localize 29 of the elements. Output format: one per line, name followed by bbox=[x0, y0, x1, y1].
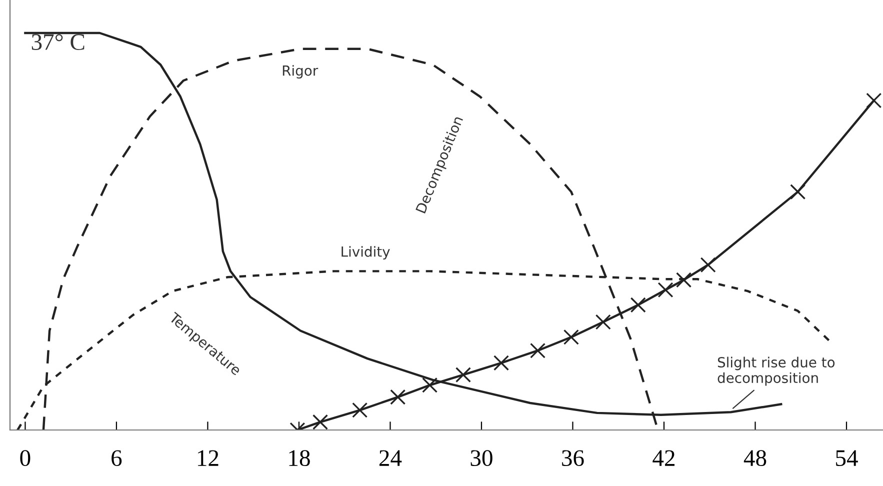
x-tick-label: 6 bbox=[112, 450, 122, 466]
point bbox=[352, 402, 368, 418]
point bbox=[390, 389, 406, 405]
point bbox=[563, 329, 579, 345]
point bbox=[493, 355, 510, 371]
point bbox=[700, 257, 716, 273]
x-tick-label: 54 bbox=[836, 450, 858, 466]
x-tick-label: 48 bbox=[744, 450, 766, 466]
x-tick-label: 42 bbox=[652, 450, 674, 466]
point bbox=[595, 314, 611, 330]
x-tick-label: 0 bbox=[20, 450, 30, 466]
x-tick-label: 18 bbox=[289, 450, 310, 466]
point bbox=[312, 414, 328, 430]
x-tick-label: 24 bbox=[379, 450, 402, 466]
point bbox=[630, 297, 646, 313]
annotation: Slight rise due to decomposition bbox=[718, 356, 835, 386]
point bbox=[455, 367, 472, 383]
annotation: 37° C bbox=[32, 34, 84, 50]
point bbox=[790, 184, 806, 200]
point bbox=[658, 282, 674, 298]
x-tick-label: 36 bbox=[562, 450, 584, 466]
x-tick-label: 12 bbox=[198, 450, 218, 466]
x-tick-label: 30 bbox=[470, 450, 492, 466]
point bbox=[676, 272, 692, 288]
annotation: Rigor bbox=[282, 65, 318, 79]
annotation: Lividity bbox=[342, 246, 390, 260]
point bbox=[422, 377, 438, 393]
point bbox=[530, 342, 546, 358]
point bbox=[866, 92, 882, 108]
